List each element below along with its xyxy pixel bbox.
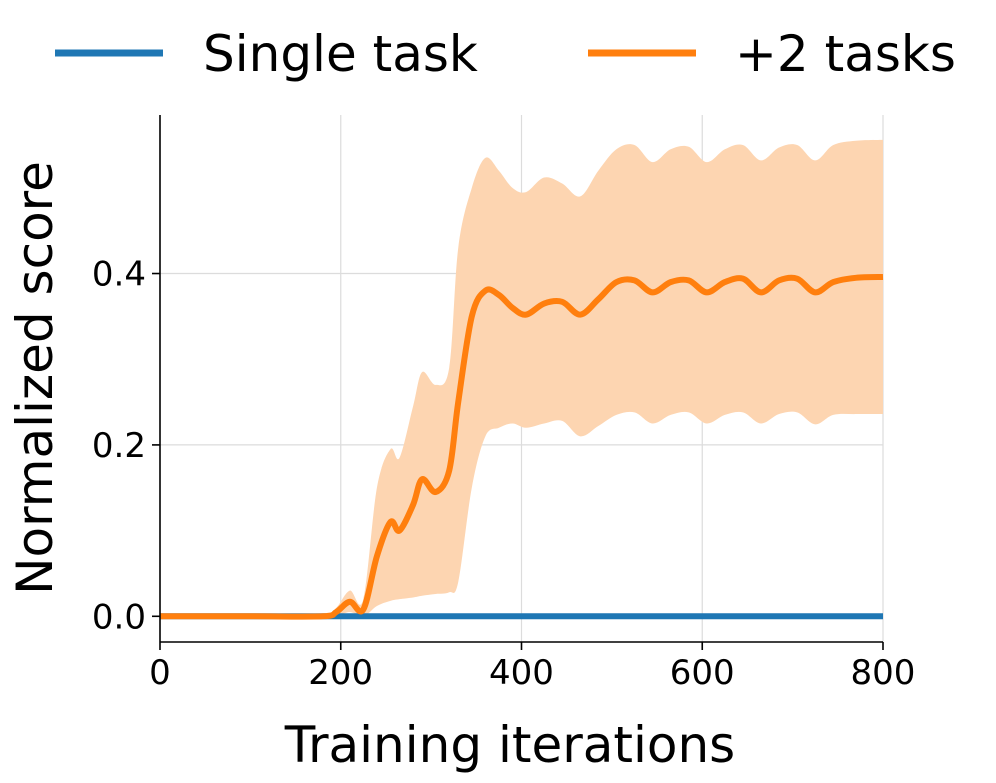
x-axis-label: Training iterations: [284, 716, 735, 774]
y-tick-label: 0.2: [92, 426, 146, 466]
x-tick-label: 400: [489, 653, 554, 693]
y-tick-label: 0.0: [92, 597, 146, 637]
y-tick-label: 0.4: [92, 255, 146, 295]
legend-label-plus-2-tasks: +2 tasks: [735, 25, 956, 83]
plot-area: [159, 139, 884, 620]
series-line-plus-2-tasks: [159, 273, 884, 620]
ticks: 0 200 400 600 800 0.0 0.2 0.4: [92, 255, 916, 693]
x-tick-label: 800: [851, 653, 916, 693]
legend-label-single-task: Single task: [203, 25, 478, 83]
x-tick-label: 600: [670, 653, 735, 693]
x-tick-label: 0: [149, 653, 171, 693]
y-axis-label: Normalized score: [6, 161, 64, 595]
legend: Single task +2 tasks: [55, 25, 956, 83]
x-tick-label: 200: [308, 653, 373, 693]
confidence-band-plus-2-tasks: [160, 139, 883, 617]
